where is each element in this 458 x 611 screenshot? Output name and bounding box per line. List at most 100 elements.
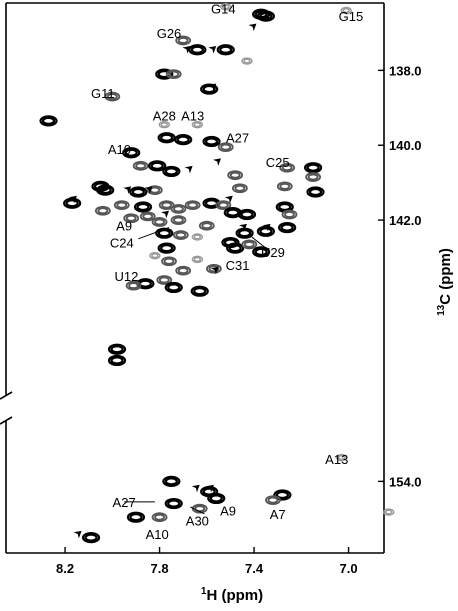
peak: [170, 203, 187, 214]
peak-contour: [161, 201, 173, 209]
peak-contour: [217, 142, 234, 153]
peak-contour: [156, 275, 173, 285]
peak: [164, 497, 183, 510]
peak-contour: [204, 199, 219, 208]
peak-label: G14: [211, 2, 236, 17]
peak: [149, 251, 161, 260]
peak-contour: [132, 160, 149, 171]
x-tick-label: 7.4: [245, 561, 264, 576]
peak: [174, 134, 193, 146]
peak: [157, 132, 176, 144]
peak-label: C25: [266, 155, 290, 170]
peak-contour: [142, 212, 154, 220]
peak-contour: [139, 211, 156, 222]
peak-label: U12: [115, 269, 139, 284]
arrowhead: [239, 223, 247, 232]
peak-contour: [162, 475, 181, 487]
labels-layer: G14 G15 G26 G11 A28 A13 A27 A10 C25 A9 C24 U29 U12 C3…: [91, 2, 363, 543]
peak-contour: [227, 170, 244, 181]
peak-contour: [202, 135, 221, 148]
peak-contour: [228, 244, 242, 253]
peak-contour: [81, 532, 101, 544]
peak-contour: [155, 68, 174, 80]
peak-contour: [129, 186, 148, 198]
peak-contour: [222, 4, 230, 10]
peak-label: A27: [226, 131, 249, 146]
peak-contour: [160, 122, 168, 128]
peak-contour: [220, 143, 232, 151]
peak-contour: [280, 223, 294, 232]
peak-contour: [193, 287, 207, 296]
peak-contour: [306, 186, 325, 198]
peak-contour: [149, 251, 161, 260]
peak-contour: [138, 279, 152, 288]
arrowhead: [210, 266, 219, 275]
peak-contour: [340, 6, 352, 15]
peak-contour: [157, 229, 171, 238]
x-axis-label-text: H (ppm): [206, 587, 263, 604]
peak-contour: [256, 10, 275, 22]
peak-contour: [207, 492, 226, 505]
peak: [175, 265, 192, 276]
peak-label: A30: [186, 514, 209, 529]
peak: [202, 135, 221, 148]
arrowhead: [248, 23, 257, 32]
peak-contour: [122, 147, 141, 159]
y-tick-label: 142.0: [389, 213, 422, 228]
peak-contour: [187, 201, 199, 209]
peak: [81, 532, 101, 544]
peak: [205, 263, 222, 274]
leader-line: [138, 227, 170, 240]
peak: [156, 275, 173, 285]
peak-contour: [191, 233, 204, 241]
peak-contour: [217, 201, 229, 209]
peak-contour: [267, 496, 279, 504]
peak-label: A7: [270, 507, 286, 522]
peak-contour: [135, 162, 147, 170]
peak-contour: [161, 256, 177, 267]
peak-contour: [305, 172, 322, 182]
peak-contour: [39, 115, 58, 127]
peak-contour: [124, 148, 138, 157]
peak-contour: [256, 225, 275, 237]
peak: [190, 285, 209, 297]
peak: [198, 220, 215, 231]
peak: [132, 160, 149, 171]
peak: [188, 44, 207, 56]
peak-label: C24: [110, 236, 134, 251]
peak-label: G11: [91, 86, 115, 101]
peak-contour: [241, 57, 253, 65]
peak-contour: [208, 265, 220, 273]
peak: [256, 225, 275, 237]
peak-contour: [116, 201, 128, 209]
peak-label: A9: [116, 219, 132, 234]
y-tick-label: 138.0: [389, 63, 422, 78]
peak-contour: [308, 187, 323, 197]
peak: [184, 200, 201, 211]
peak: [305, 172, 322, 182]
peak-contour: [174, 134, 193, 146]
peak: [151, 217, 168, 227]
peak-contour: [110, 356, 124, 365]
peak-contour: [337, 455, 346, 461]
peak-contour: [335, 453, 348, 462]
arrowhead: [144, 186, 153, 194]
peak-contour: [106, 93, 118, 100]
peak: [162, 475, 181, 487]
arrowhead: [123, 186, 132, 194]
peak-contour: [273, 489, 292, 501]
peak: [191, 120, 204, 129]
peak: [129, 186, 148, 198]
x-tick-label: 8.2: [56, 561, 74, 576]
peak-contour: [168, 70, 180, 78]
peak: [96, 184, 115, 196]
peak-contour: [176, 135, 190, 144]
peak-contour: [279, 162, 296, 173]
peak-contour: [126, 511, 146, 523]
peak: [340, 6, 352, 15]
peak-contour: [175, 231, 187, 239]
peak: [165, 69, 182, 80]
x-axis-label: 1H (ppm): [201, 586, 263, 604]
peak-contour: [151, 253, 159, 259]
peak-contour: [265, 495, 281, 506]
